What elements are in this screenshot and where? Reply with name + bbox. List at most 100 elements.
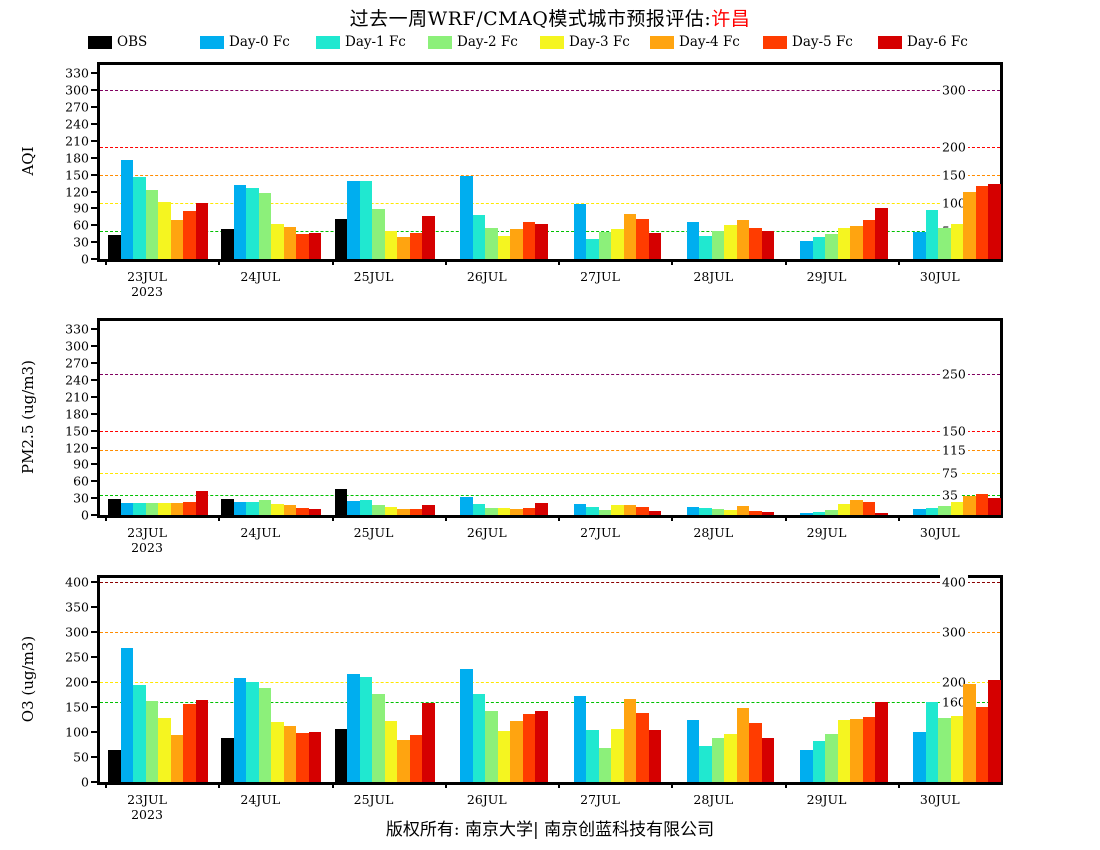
y-tick-mark: [91, 429, 97, 432]
legend-item-day-1-fc[interactable]: Day-1 Fc: [316, 34, 406, 50]
bar-day-2-fc-28jul: [711, 231, 725, 259]
threshold-label-75: 75: [940, 465, 960, 481]
x-tick-label-29jul: 29JUL: [806, 525, 847, 540]
bar-day-1-fc-30jul: [925, 210, 939, 259]
bar-day-1-fc-25jul: [359, 181, 372, 259]
bar-obs-25jul: [334, 488, 347, 515]
plot-area-o3: [97, 575, 1003, 785]
bar-day-1-fc-23jul: [133, 685, 146, 782]
y-tick-mark: [91, 156, 97, 159]
x-tick-label-23jul: 23JUL: [127, 525, 167, 540]
x-tick-mark: [784, 782, 787, 788]
legend-item-obs[interactable]: OBS: [88, 34, 147, 50]
bar-day-2-fc-25jul: [372, 504, 385, 515]
bar-day-3-fc-23jul: [158, 503, 171, 515]
x-tick-label-30jul: 30JUL: [919, 525, 960, 540]
bar-day-2-fc-26jul: [485, 710, 498, 782]
bar-day-2-fc-30jul: [938, 718, 951, 782]
bar-day-1-fc-24jul: [246, 188, 259, 259]
bar-day-0-fc-29jul: [800, 512, 813, 515]
x-tick-mark: [558, 515, 560, 521]
legend-item-day-2-fc[interactable]: Day-2 Fc: [428, 34, 518, 50]
y-tick-label: 250: [65, 649, 89, 665]
bar-day-0-fc-25jul: [347, 673, 360, 782]
bar-day-4-fc-25jul: [397, 508, 410, 515]
y-tick-mark: [91, 480, 97, 483]
x-tick-mark: [105, 259, 107, 265]
bar-day-4-fc-29jul: [850, 719, 863, 782]
threshold-label-160: 160: [940, 694, 968, 710]
y-tick-mark: [91, 241, 97, 244]
y-tick-label: 180: [65, 150, 89, 166]
bar-day-3-fc-30jul: [950, 502, 964, 515]
bar-obs-25jul: [334, 219, 347, 259]
x-tick-mark: [444, 259, 447, 265]
threshold-label-400: 400: [940, 574, 968, 590]
bar-day-0-fc-26jul: [460, 669, 473, 782]
x-tick-mark: [105, 782, 107, 788]
bar-day-4-fc-23jul: [170, 735, 183, 782]
bar-day-6-fc-30jul: [988, 679, 1001, 782]
legend-swatch-icon: [88, 35, 112, 49]
bar-day-4-fc-27jul: [623, 698, 636, 782]
legend-item-day-5-fc[interactable]: Day-5 Fc: [763, 34, 853, 50]
bar-day-0-fc-24jul: [233, 185, 247, 259]
bar-day-5-fc-28jul: [749, 723, 762, 782]
bar-day-6-fc-30jul: [988, 184, 1001, 259]
bar-day-5-fc-25jul: [409, 232, 422, 259]
bar-day-1-fc-27jul: [586, 730, 599, 782]
x-tick-mark: [671, 259, 674, 265]
y-tick-mark: [91, 497, 97, 500]
bar-obs-23jul: [108, 498, 121, 515]
y-tick-label: 60: [73, 217, 89, 233]
bar-day-2-fc-27jul: [598, 747, 611, 782]
y-tick-mark: [91, 362, 97, 365]
bar-day-0-fc-25jul: [347, 500, 360, 515]
bar-day-1-fc-28jul: [699, 745, 712, 782]
threshold-line-150: [100, 430, 1000, 432]
legend-item-day-6-fc[interactable]: Day-6 Fc: [878, 34, 968, 50]
y-tick-label: 150: [65, 423, 89, 439]
legend-item-day-3-fc[interactable]: Day-3 Fc: [540, 34, 630, 50]
y-tick-label: 350: [65, 599, 89, 615]
bar-day-6-fc-27jul: [648, 510, 661, 515]
x-tick-label-26jul: 26JUL: [466, 269, 507, 284]
bar-day-4-fc-30jul: [963, 684, 976, 782]
bar-day-2-fc-24jul: [258, 499, 272, 515]
bar-day-5-fc-23jul: [183, 210, 196, 259]
bar-day-0-fc-24jul: [233, 502, 247, 515]
x-tick-label-28jul: 28JUL: [693, 269, 734, 284]
bar-day-5-fc-23jul: [183, 502, 196, 515]
legend-swatch-icon: [316, 35, 340, 49]
threshold-line-115: [100, 450, 1000, 452]
bar-day-5-fc-27jul: [636, 713, 649, 782]
legend-swatch-icon: [540, 35, 564, 49]
legend-item-day-4-fc[interactable]: Day-4 Fc: [650, 34, 740, 50]
plot-area-pm25: [97, 318, 1003, 518]
bar-day-3-fc-26jul: [497, 507, 511, 515]
y-tick-mark: [91, 190, 97, 193]
page-title: 过去一周WRF/CMAQ模式城市预报评估:许昌: [0, 4, 1100, 31]
legend-label: OBS: [117, 34, 148, 50]
bar-day-0-fc-28jul: [686, 222, 700, 259]
legend-item-day-0-fc[interactable]: Day-0 Fc: [200, 34, 290, 50]
bar-day-4-fc-29jul: [850, 226, 863, 259]
threshold-line-300: [100, 90, 1000, 92]
threshold-label-100: 100: [940, 195, 968, 211]
threshold-line-160: [100, 702, 1000, 703]
bar-day-5-fc-30jul: [975, 707, 989, 782]
x-tick-label-28jul: 28JUL: [693, 792, 734, 807]
bar-day-2-fc-26jul: [485, 228, 498, 259]
y-tick-mark: [91, 731, 97, 733]
threshold-line-300: [100, 632, 1000, 633]
x-tick-mark: [897, 259, 900, 265]
x-tick-mark: [105, 515, 107, 521]
bar-day-5-fc-28jul: [749, 510, 762, 515]
threshold-label-250: 250: [940, 366, 968, 382]
x-tick-label-25jul: 25JUL: [353, 792, 394, 807]
bar-day-3-fc-23jul: [158, 202, 171, 259]
legend: OBS Day-0 Fc Day-1 Fc Day-2 Fc Day-3 Fc Day-4…: [88, 32, 1088, 52]
bar-day-3-fc-30jul: [950, 224, 964, 259]
footer-copyright: 版权所有: 南京大学| 南京创蓝科技有限公司: [385, 820, 715, 840]
bar-day-1-fc-23jul: [133, 176, 146, 259]
